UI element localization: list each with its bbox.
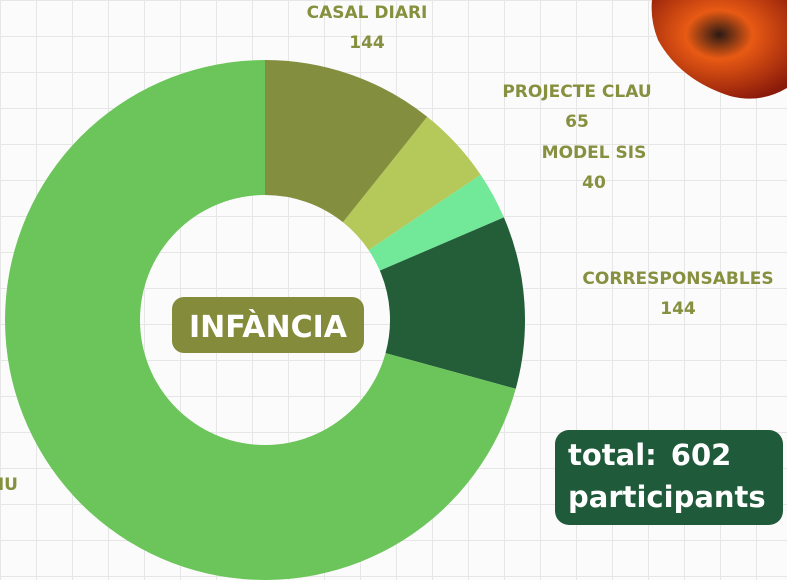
donut-slice <box>342 116 481 251</box>
chart-title: INFÀNCIA <box>189 309 348 345</box>
decorative-image <box>651 0 787 99</box>
total-value: 602 <box>671 438 732 472</box>
slice-value: 65 <box>565 112 589 132</box>
slice-label: CORRESPONSABLES <box>582 269 773 289</box>
total-label: total: <box>568 438 657 472</box>
slice-label: MODEL SIS <box>542 143 647 163</box>
slice-label: IU <box>0 475 18 495</box>
donut-slice <box>368 174 504 271</box>
total-line: total: 602 <box>568 438 731 472</box>
slice-value: 144 <box>349 33 385 53</box>
slice-label: PROJECTE CLAU <box>502 82 651 102</box>
center-label-box <box>172 297 364 353</box>
slice-value: 40 <box>582 173 606 193</box>
total-box <box>555 430 783 525</box>
donut-slice <box>379 217 525 389</box>
donut <box>5 60 525 580</box>
slice-label: CASAL DIARI <box>307 3 428 23</box>
slice-value: 144 <box>660 299 696 319</box>
total-unit: participants <box>568 480 766 514</box>
donut-slice <box>5 60 516 580</box>
donut-slice <box>265 60 428 223</box>
